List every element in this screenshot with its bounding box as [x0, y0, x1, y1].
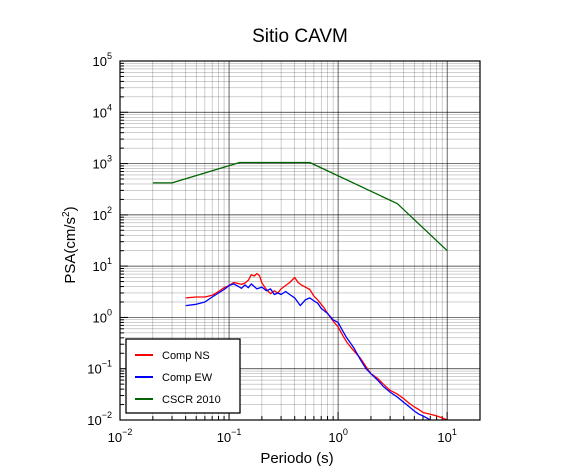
y-tick-label-exp: −1	[102, 359, 112, 369]
y-tick-label-exp: 0	[107, 307, 112, 317]
x-tick-label: 10−1	[217, 427, 242, 445]
chart-title: Sitio CAVM	[252, 26, 348, 47]
x-tick-label-base: 10	[108, 430, 122, 445]
x-tick-label: 10−2	[108, 427, 133, 445]
series-layer	[152, 161, 448, 421]
y-tick-label: 103	[93, 154, 112, 172]
x-axis-title: Periodo (s)	[260, 450, 333, 467]
y-tick-label: 100	[93, 307, 112, 325]
x-tick-label: 101	[437, 427, 456, 445]
y-tick-label-exp: 4	[107, 102, 112, 112]
legend-label-comp-ns: Comp NS	[162, 350, 210, 362]
y-tick-label-exp: −2	[102, 410, 112, 420]
legend: Comp NS Comp EW CSCR 2010	[125, 338, 241, 414]
plot-frame	[119, 60, 481, 421]
x-tick-label-exp: −1	[231, 427, 241, 437]
grid-minor	[120, 61, 481, 420]
x-tick-label: 100	[328, 427, 347, 445]
y-tick-label-base: 10	[87, 362, 101, 377]
series-line-comp-ns	[185, 272, 448, 421]
x-tick-label-exp: 0	[343, 427, 348, 437]
y-tick-label-exp: 5	[107, 51, 112, 61]
x-tick-label-exp: 1	[452, 427, 457, 437]
y-axis-title-end: )	[62, 206, 79, 211]
x-tick-labels: 10−2 10−1 100 101	[108, 427, 457, 445]
x-tick-label-base: 10	[437, 430, 451, 445]
y-tick-label-base: 10	[93, 157, 107, 172]
x-tick-label-base: 10	[328, 430, 342, 445]
y-tick-label: 105	[93, 51, 112, 69]
legend-label-cscr-2010: CSCR 2010	[162, 394, 221, 406]
y-tick-label-base: 10	[93, 208, 107, 223]
y-tick-label-base: 10	[87, 413, 101, 428]
y-axis-title-sup: 2	[61, 211, 72, 217]
y-tick-label-base: 10	[93, 105, 107, 120]
y-tick-label: 10−2	[87, 410, 112, 428]
y-tick-label-exp: 1	[107, 256, 112, 266]
y-tick-label-base: 10	[93, 310, 107, 325]
y-tick-label-base: 10	[93, 259, 107, 274]
y-tick-label-base: 10	[93, 54, 107, 69]
series-line-comp-ew	[185, 283, 431, 421]
y-tick-label: 102	[93, 205, 112, 223]
series-line-cscr-2010	[152, 161, 448, 252]
y-tick-label: 101	[93, 256, 112, 274]
y-tick-label-exp: 3	[107, 154, 112, 164]
x-tick-label-exp: −2	[122, 427, 132, 437]
x-tick-label-base: 10	[217, 430, 231, 445]
legend-label-comp-ew: Comp EW	[162, 372, 213, 384]
y-tick-label-exp: 2	[107, 205, 112, 215]
y-tick-label: 10−1	[87, 359, 112, 377]
y-axis-title-main: PSA(cm/s	[62, 217, 79, 284]
y-tick-label: 104	[93, 102, 112, 120]
y-axis-title: PSA(cm/s2)	[61, 206, 79, 283]
